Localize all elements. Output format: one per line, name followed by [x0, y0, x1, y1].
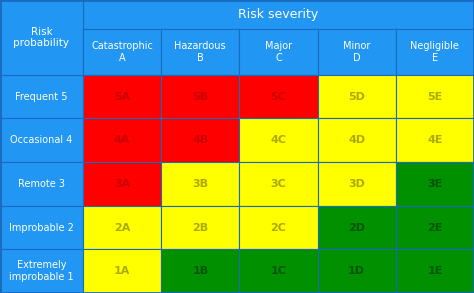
Text: Negligible
E: Negligible E [410, 41, 459, 63]
Text: 3B: 3B [192, 179, 208, 189]
Bar [396, 249, 474, 293]
Bar [161, 118, 239, 162]
Text: 3A: 3A [114, 179, 130, 189]
Text: 5C: 5C [271, 91, 286, 102]
Text: 1E: 1E [427, 266, 443, 276]
Text: 2D: 2D [348, 222, 365, 233]
Bar [83, 0, 474, 29]
Text: 4B: 4B [192, 135, 209, 145]
Text: 2C: 2C [271, 222, 286, 233]
Text: 3E: 3E [427, 179, 443, 189]
Text: 4C: 4C [271, 135, 286, 145]
Bar [239, 118, 318, 162]
Bar [83, 75, 161, 118]
Text: 2E: 2E [427, 222, 443, 233]
Bar [396, 206, 474, 249]
Text: 1B: 1B [192, 266, 209, 276]
Bar [161, 75, 239, 118]
Bar [83, 206, 161, 249]
Bar [318, 249, 396, 293]
Text: 1C: 1C [271, 266, 286, 276]
Bar [318, 29, 396, 75]
Bar [83, 249, 161, 293]
Bar [318, 206, 396, 249]
Bar [161, 29, 239, 75]
Text: 3D: 3D [348, 179, 365, 189]
Text: 2A: 2A [114, 222, 130, 233]
Bar [161, 249, 239, 293]
Bar [83, 118, 161, 162]
Text: 1D: 1D [348, 266, 365, 276]
Bar [396, 29, 474, 75]
Bar [318, 162, 396, 206]
Text: Minor
D: Minor D [343, 41, 370, 63]
Text: Remote 3: Remote 3 [18, 179, 65, 189]
Bar [83, 29, 161, 75]
Bar [161, 162, 239, 206]
Bar [318, 75, 396, 118]
Text: 4D: 4D [348, 135, 365, 145]
Text: 1A: 1A [114, 266, 130, 276]
Text: 2B: 2B [192, 222, 209, 233]
Text: 3C: 3C [271, 179, 286, 189]
Bar [161, 206, 239, 249]
Bar [239, 29, 318, 75]
Bar [0, 162, 83, 206]
Text: 5A: 5A [114, 91, 130, 102]
Bar [239, 206, 318, 249]
Bar [396, 75, 474, 118]
Text: 4A: 4A [114, 135, 130, 145]
Text: 4E: 4E [427, 135, 443, 145]
Bar [239, 249, 318, 293]
Bar [83, 162, 161, 206]
Text: Risk severity: Risk severity [238, 8, 319, 21]
Bar [396, 118, 474, 162]
Text: 5B: 5B [192, 91, 208, 102]
Text: Hazardous
B: Hazardous B [174, 41, 226, 63]
Bar [0, 206, 83, 249]
Bar [0, 249, 83, 293]
Text: Extremely
improbable 1: Extremely improbable 1 [9, 260, 74, 282]
Bar [318, 118, 396, 162]
Bar [239, 75, 318, 118]
Text: Catastrophic
A: Catastrophic A [91, 41, 153, 63]
Bar [239, 162, 318, 206]
Bar [0, 75, 83, 118]
Text: Improbable 2: Improbable 2 [9, 222, 74, 233]
Text: Occasional 4: Occasional 4 [10, 135, 73, 145]
Bar [0, 0, 83, 75]
Text: Frequent 5: Frequent 5 [15, 91, 68, 102]
Text: Risk
probability: Risk probability [13, 27, 70, 48]
Bar [396, 162, 474, 206]
Text: 5E: 5E [427, 91, 443, 102]
Text: Major
C: Major C [265, 41, 292, 63]
Text: 5D: 5D [348, 91, 365, 102]
Bar [0, 118, 83, 162]
